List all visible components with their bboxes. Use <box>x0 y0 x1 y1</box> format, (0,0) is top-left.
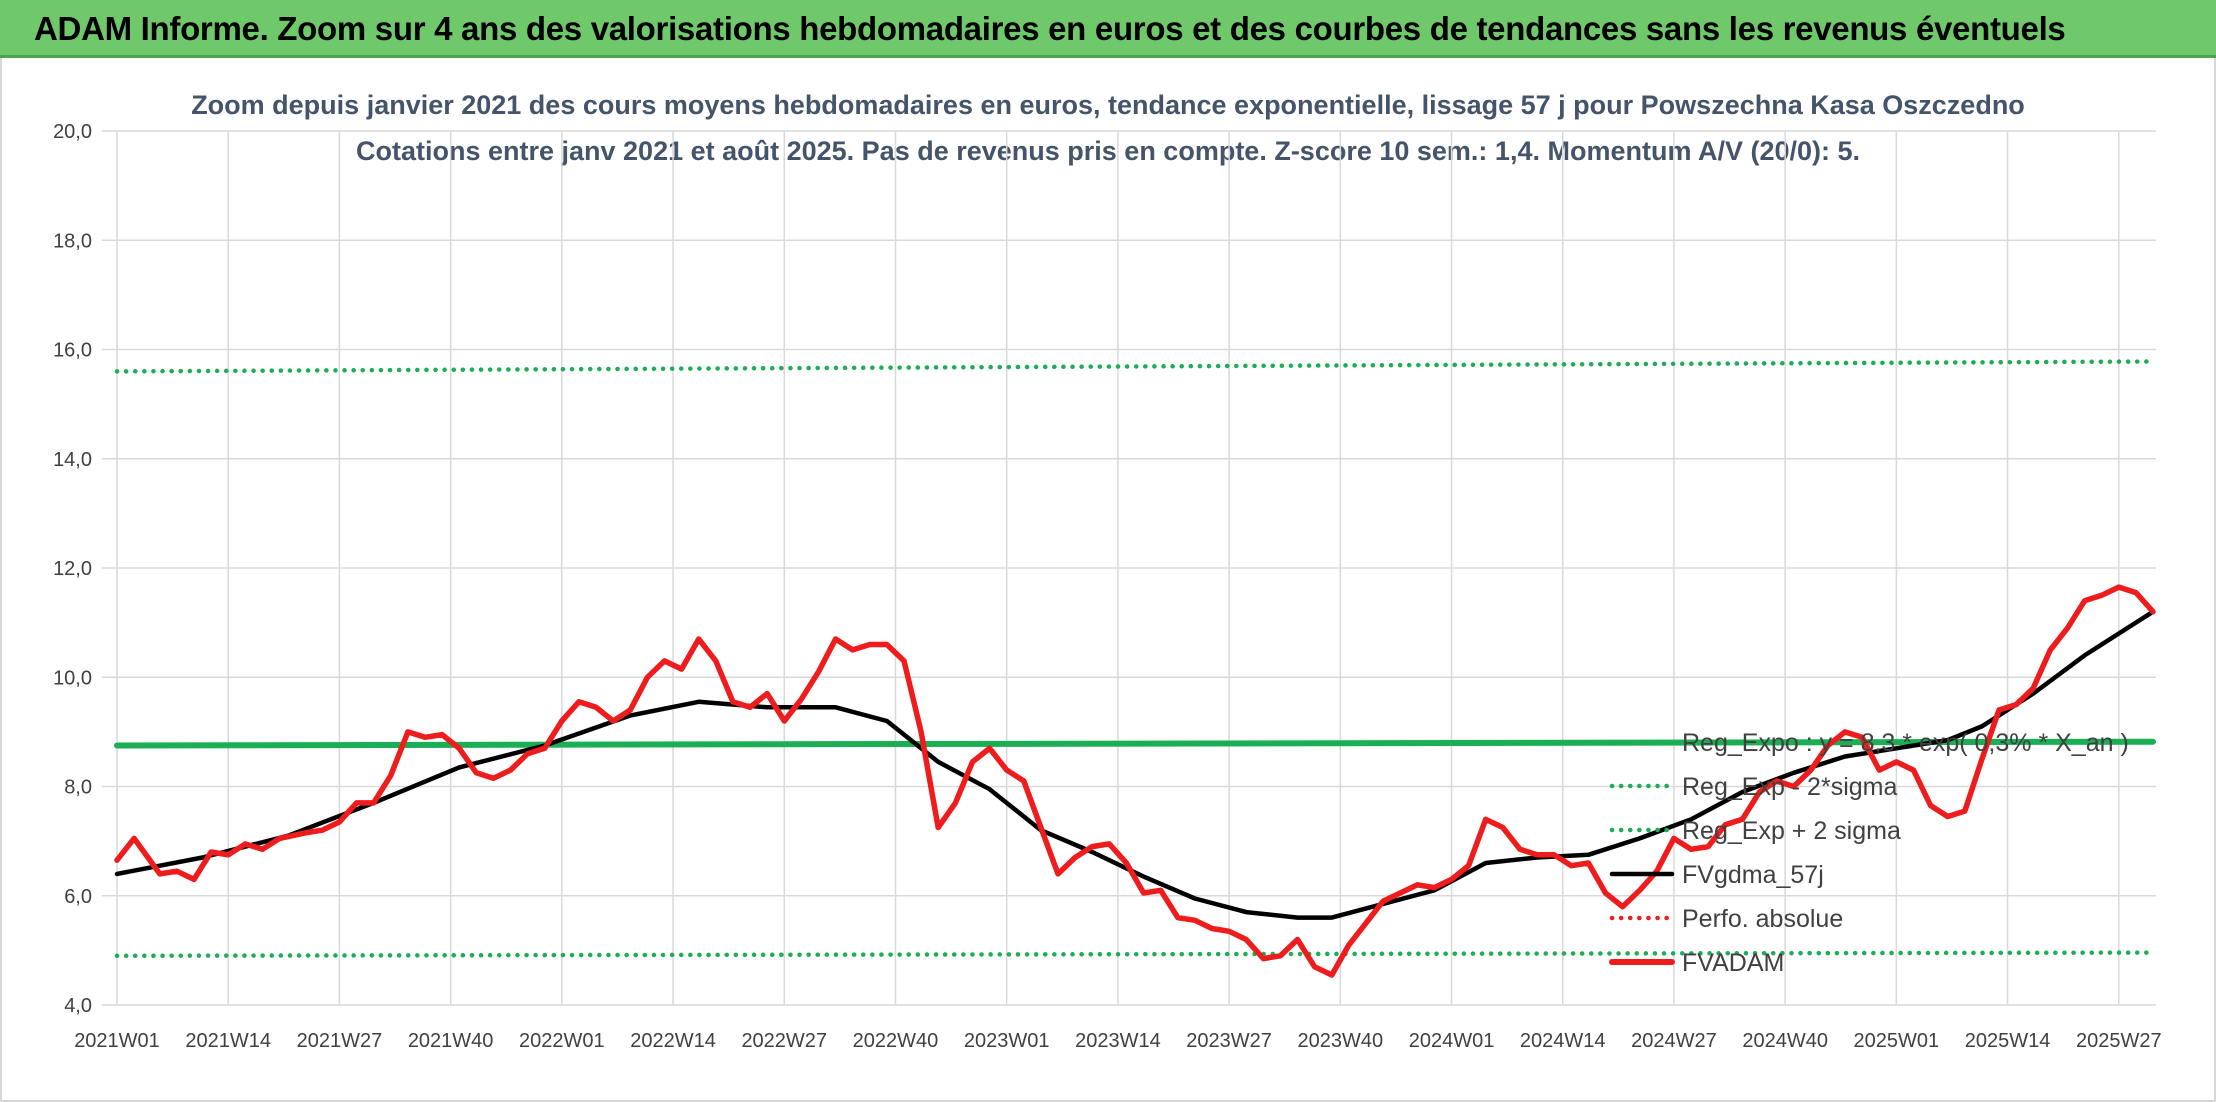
chart-subtitle: Cotations entre janv 2021 et août 2025. … <box>355 136 1861 166</box>
x-tick-label: 2021W40 <box>408 1030 494 1052</box>
legend-label: Reg_Expo : y = 8,3 * exp( 0,3% * X_an ) <box>1682 729 2129 757</box>
y-tick-label: 14,0 <box>53 449 92 471</box>
x-tick-label: 2021W01 <box>74 1030 160 1052</box>
y-tick-label: 18,0 <box>53 230 92 252</box>
x-tick-label: 2024W40 <box>1742 1030 1828 1052</box>
x-tick-label: 2023W40 <box>1297 1030 1383 1052</box>
y-axis-ticks: 4,0 6,0 8,0 10,0 12,0 14,0 16,0 18,0 20,0 <box>53 121 92 1017</box>
y-tick-label: 16,0 <box>53 340 92 362</box>
y-tick-label: 12,0 <box>53 558 92 580</box>
x-tick-label: 2023W01 <box>964 1030 1050 1052</box>
x-tick-label: 2025W27 <box>2076 1030 2162 1052</box>
x-tick-label: 2024W14 <box>1520 1030 1606 1052</box>
y-tick-label: 20,0 <box>53 121 92 143</box>
x-tick-label: 2025W01 <box>1854 1030 1940 1052</box>
report-banner: ADAM Informe. Zoom sur 4 ans des valoris… <box>0 0 2216 58</box>
series-fvadam-line <box>114 584 2156 978</box>
y-tick-label: 10,0 <box>53 667 92 689</box>
x-tick-label: 2021W27 <box>297 1030 383 1052</box>
series-reg-exp-2-sigma-line <box>114 950 2156 959</box>
y-tick-label: 8,0 <box>64 777 92 799</box>
legend-label: Reg_Exp - 2*sigma <box>1682 773 1897 801</box>
x-tick-label: 2022W01 <box>519 1030 605 1052</box>
x-tick-label: 2022W14 <box>630 1030 716 1052</box>
series-group <box>114 359 2156 978</box>
x-tick-label: 2025W14 <box>1965 1030 2051 1052</box>
series-reg-exp-2-sigma-line <box>114 359 2156 374</box>
grid <box>102 130 2156 1006</box>
series-fvgdma-57j-line <box>114 609 2156 920</box>
chart-title: Zoom depuis janvier 2021 des cours moyen… <box>191 90 2025 120</box>
y-tick-label: 4,0 <box>64 995 92 1017</box>
legend-label: Reg_Exp + 2 sigma <box>1682 817 1901 845</box>
x-tick-label: 2024W01 <box>1409 1030 1495 1052</box>
x-axis-ticks: 2021W01 2021W14 2021W27 2021W40 2022W01 2022W… <box>74 1030 2161 1052</box>
legend-label: FVgdma_57j <box>1682 861 1824 889</box>
x-tick-label: 2022W27 <box>741 1030 827 1052</box>
legend-label: FVADAM <box>1682 949 1784 977</box>
x-tick-label: 2023W14 <box>1075 1030 1161 1052</box>
report-title: ADAM Informe. Zoom sur 4 ans des valoris… <box>34 10 2066 47</box>
x-tick-label: 2023W27 <box>1186 1030 1272 1052</box>
x-tick-label: 2024W27 <box>1631 1030 1717 1052</box>
x-tick-label: 2021W14 <box>185 1030 271 1052</box>
legend-label: Perfo. absolue <box>1682 905 1843 933</box>
x-tick-label: 2022W40 <box>853 1030 939 1052</box>
y-tick-label: 6,0 <box>64 886 92 908</box>
legend: Reg_Expo : y = 8,3 * exp( 0,3% * X_an ) R… <box>1609 729 2129 977</box>
